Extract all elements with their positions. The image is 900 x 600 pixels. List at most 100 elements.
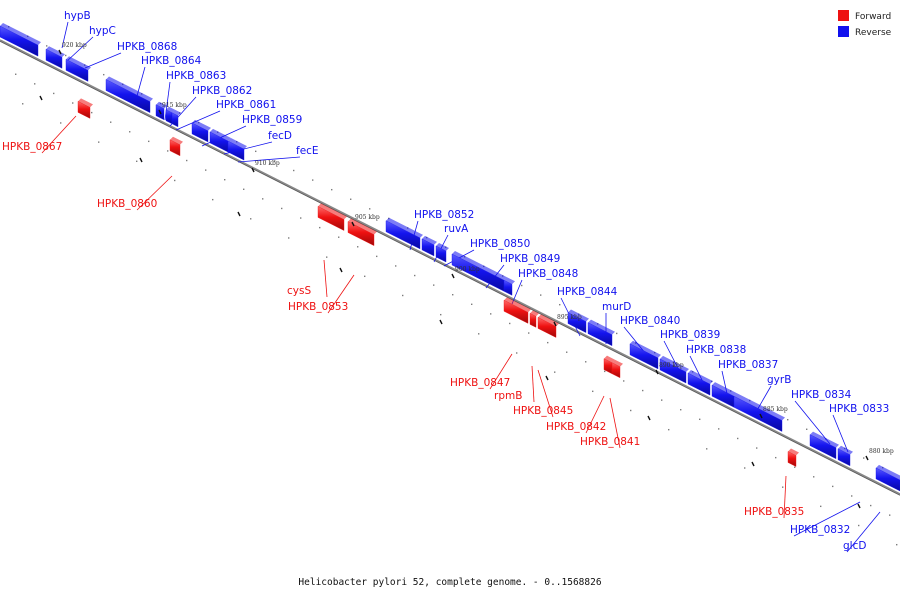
gene-label-hpkb-0839: HPKB_0839 — [660, 329, 720, 341]
gene-label-rpmb: rpmB — [494, 390, 522, 402]
leader-line — [84, 52, 122, 69]
svg-text:920 kbp: 920 kbp — [62, 42, 87, 49]
leader-line — [489, 353, 513, 390]
gene-label-hpkb-0847: HPKB_0847 — [450, 377, 510, 389]
leader-line — [537, 369, 554, 418]
gene-block-hpkb-0838 — [687, 370, 713, 396]
svg-text:885 kbp: 885 kbp — [763, 406, 788, 413]
gene-block-hypc — [45, 46, 65, 69]
leader-line — [832, 414, 849, 453]
gene-block-cyss — [317, 203, 347, 231]
leader-line — [793, 501, 861, 537]
gene-label-hpkb-0859: HPKB_0859 — [242, 114, 302, 126]
kbp-tick: 890 kbp — [655, 362, 684, 375]
leader-line — [585, 395, 605, 434]
gene-block-hpkb-0840 — [629, 340, 661, 370]
gene-block-hypb — [0, 23, 41, 57]
legend-item-forward: Forward — [838, 10, 891, 22]
gene-blocks — [0, 23, 900, 492]
kbp-tick: 910 kbp — [251, 160, 280, 173]
leader-line — [136, 66, 146, 97]
gene-block-hpkb-0853 — [347, 218, 377, 246]
gene-label-hpkb-0868: HPKB_0868 — [117, 41, 177, 53]
svg-text:Reverse: Reverse — [855, 28, 892, 38]
gene-label-hpkb-0850: HPKB_0850 — [470, 238, 530, 250]
gene-block-hpkb-0839 — [659, 355, 689, 384]
kbp-tick: 920 kbp — [58, 42, 87, 55]
leader-line — [175, 110, 221, 131]
gene-label-hpkb-0863: HPKB_0863 — [166, 70, 226, 82]
gene-label-hpkb-0834: HPKB_0834 — [791, 389, 852, 401]
gene-block-hpkb-0868 — [65, 56, 91, 82]
leader-line — [323, 259, 328, 298]
kbp-tick: 895 kbp — [553, 314, 582, 327]
gene-block-hpkb-0860 — [169, 136, 183, 157]
gene-label-hpkb-0845: HPKB_0845 — [513, 405, 573, 417]
svg-text:890 kbp: 890 kbp — [659, 362, 684, 369]
gene-block-fece — [227, 138, 247, 161]
gene-block-hpkb-0834 — [809, 431, 839, 460]
gene-block-murd — [587, 319, 615, 347]
gene-label-hpkb-0853: HPKB_0853 — [288, 301, 348, 313]
gene-label-fece: fecE — [296, 145, 319, 157]
gene-block-hpkb-0867 — [77, 98, 93, 119]
kbp-tick: 905 kbp — [351, 214, 380, 227]
leader-line — [783, 475, 787, 519]
gene-block-hpkb-0847 — [503, 297, 531, 324]
gene-label-hpkb-0867: HPKB_0867 — [2, 141, 62, 153]
gene-block-gyrb — [733, 393, 785, 432]
kbp-tick: 900 kbp — [451, 266, 480, 279]
gene-label-hpkb-0844: HPKB_0844 — [557, 286, 618, 298]
gene-block-hpkb-0832 — [875, 464, 900, 492]
gene-block-hpkb-0848 — [503, 277, 515, 296]
strand-legend: Forward Reverse — [838, 10, 892, 38]
svg-text:905 kbp: 905 kbp — [355, 214, 380, 221]
leader-line — [511, 279, 523, 305]
gene-label-hpkb-0837: HPKB_0837 — [718, 359, 778, 371]
gene-label-hpkb-0840: HPKB_0840 — [620, 315, 680, 327]
legend-item-reverse: Reverse — [838, 26, 892, 38]
leader-line — [609, 397, 621, 449]
gene-label-hpkb-0861: HPKB_0861 — [216, 99, 276, 111]
gene-block-hpkb-0842 — [603, 355, 615, 375]
kbp-ticks: 920 kbp 915 kbp 910 kbp 905 kbp 900 kbp 895 k… — [58, 42, 894, 461]
leader-line — [846, 511, 881, 553]
gene-label-hpkb-0838: HPKB_0838 — [686, 344, 746, 356]
gene-label-hpkb-0849: HPKB_0849 — [500, 253, 560, 265]
svg-text:910 kbp: 910 kbp — [255, 160, 280, 167]
leader-line — [61, 21, 69, 49]
leader-line — [237, 156, 301, 163]
svg-text:880 kbp: 880 kbp — [869, 448, 894, 455]
gene-label-glcd: glcD — [843, 540, 866, 552]
gene-label-cyss: cysS — [287, 285, 311, 297]
gene-block-hpkb-0837 — [711, 382, 737, 408]
gene-block-hpkb-0833 — [837, 445, 853, 467]
gene-label-hpkb-0841: HPKB_0841 — [580, 436, 640, 448]
gene-block-hpkb-0850 — [435, 242, 449, 263]
svg-text:900 kbp: 900 kbp — [455, 266, 480, 273]
gene-label-hpkb-0833: HPKB_0833 — [829, 403, 889, 415]
leader-line — [136, 175, 173, 211]
svg-text:895 kbp: 895 kbp — [557, 314, 582, 321]
leader-line — [41, 115, 77, 154]
gene-label-hypc: hypC — [89, 25, 116, 37]
gene-label-hpkb-0860: HPKB_0860 — [97, 198, 157, 210]
gene-label-ruva: ruvA — [444, 223, 469, 235]
gene-block-hpkb-0864 — [105, 76, 153, 113]
gene-label-murd: murD — [602, 301, 631, 313]
gene-label-fecd: fecD — [268, 130, 292, 142]
kbp-tick: 885 kbp — [759, 406, 788, 419]
gene-block-hpkb-0861 — [171, 109, 181, 128]
genome-axis — [0, 39, 900, 496]
leader-line — [794, 400, 831, 445]
gene-label-gyrb: gyrB — [767, 374, 791, 386]
kbp-tick: 915 kbp — [158, 102, 187, 115]
gene-block-rpmb — [529, 310, 539, 328]
gene-label-hpkb-0835: HPKB_0835 — [744, 506, 804, 518]
kbp-tick: 880 kbp — [865, 448, 894, 461]
genome-caption: Helicobacter pylori 52, complete genome.… — [298, 577, 602, 588]
gene-block-hpkb-0845 — [537, 314, 559, 338]
gene-block-hpkb-0841 — [611, 359, 623, 379]
